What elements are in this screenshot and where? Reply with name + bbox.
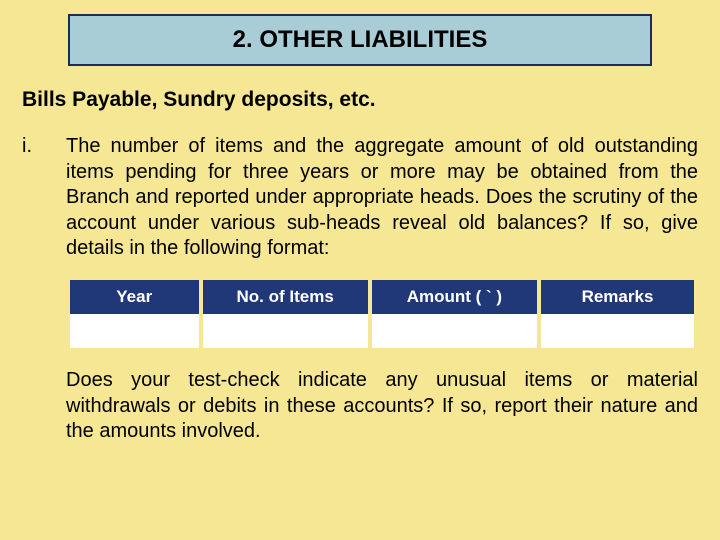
table-cell <box>372 314 537 348</box>
table-header-year: Year <box>70 280 199 314</box>
table-row <box>70 314 694 348</box>
list-item: i. The number of items and the aggregate… <box>18 134 702 463</box>
table-header-items: No. of Items <box>203 280 368 314</box>
section-title-box: 2. OTHER LIABILITIES <box>68 14 652 66</box>
table-cell <box>203 314 368 348</box>
table-header-row: Year No. of Items Amount ( ` ) Remarks <box>70 280 694 314</box>
section-subtitle: Bills Payable, Sundry deposits, etc. <box>18 88 702 112</box>
paragraph-2: Does your test-check indicate any unusua… <box>66 368 698 445</box>
table-header-remarks: Remarks <box>541 280 694 314</box>
section-title: 2. OTHER LIABILITIES <box>70 26 650 54</box>
format-table: Year No. of Items Amount ( ` ) Remarks <box>66 280 698 348</box>
table-cell <box>541 314 694 348</box>
list-item-body: The number of items and the aggregate am… <box>66 134 698 463</box>
table-cell <box>70 314 199 348</box>
list-item-marker: i. <box>22 134 66 463</box>
paragraph-1: The number of items and the aggregate am… <box>66 134 698 262</box>
table-header-amount: Amount ( ` ) <box>372 280 537 314</box>
